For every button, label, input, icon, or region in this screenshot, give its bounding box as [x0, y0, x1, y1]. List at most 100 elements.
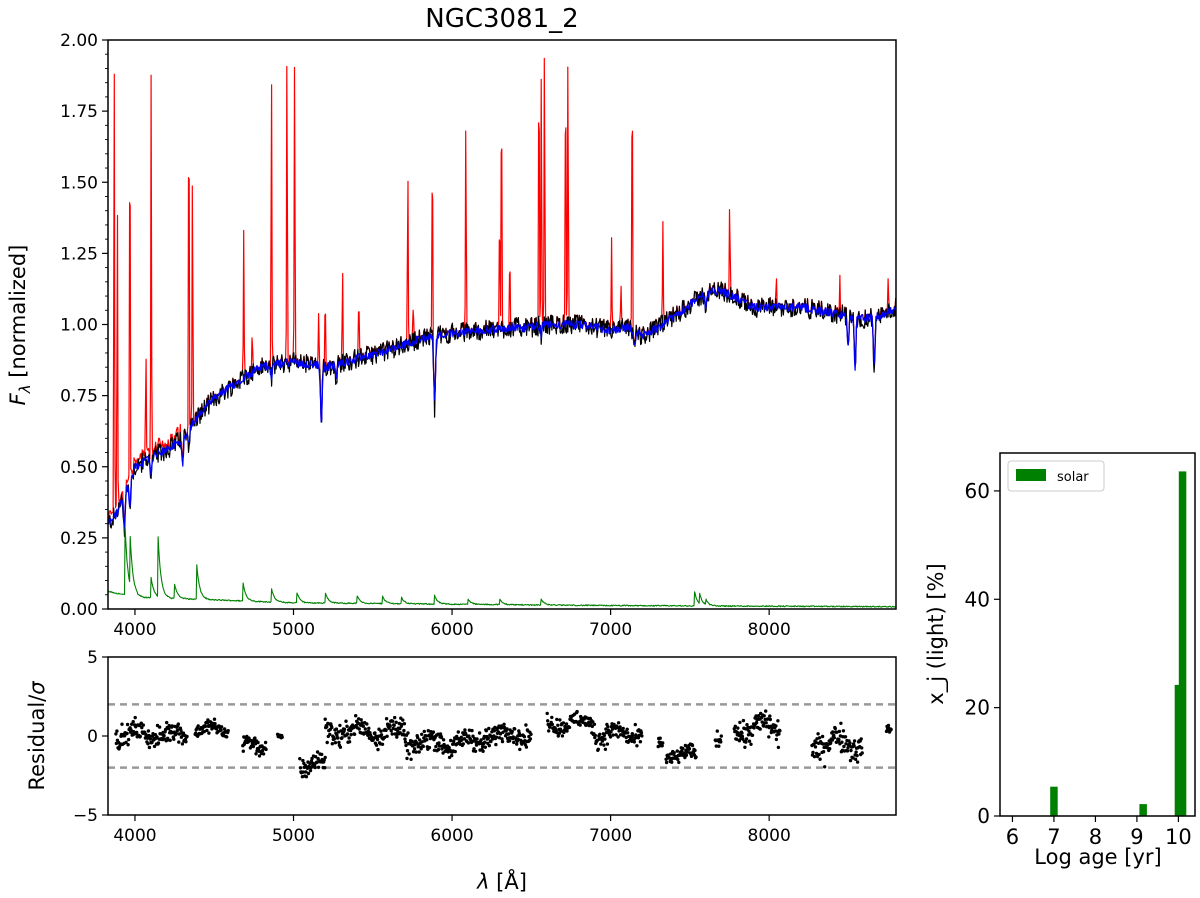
residual-point	[633, 722, 637, 727]
residual-point	[340, 736, 344, 740]
age-legend-box	[1007, 460, 1105, 492]
residual-point	[395, 735, 399, 739]
residual-point	[167, 727, 171, 731]
residual-point	[376, 747, 380, 752]
y-tick-label: 0	[87, 727, 98, 747]
residual-point	[487, 743, 491, 748]
residual-point	[409, 757, 413, 761]
residual-point	[241, 749, 245, 753]
residual-point	[590, 724, 594, 729]
residual-point	[174, 731, 178, 736]
residual-point	[354, 714, 358, 718]
x-tick-label: 6	[1006, 825, 1019, 849]
flux-unit: [normalized]	[6, 245, 30, 385]
residual-point	[596, 747, 600, 751]
residual-point	[750, 733, 755, 737]
residual-point	[133, 715, 137, 720]
residual-point	[852, 739, 857, 743]
residual-point	[833, 726, 837, 731]
residual-point	[170, 724, 174, 728]
residual-point	[494, 735, 499, 739]
residual-point	[762, 724, 766, 728]
residual-point	[592, 722, 597, 726]
x-tick-label: 7	[1047, 825, 1060, 849]
residual-point	[338, 723, 342, 728]
residual-point	[424, 734, 428, 738]
age-bars	[1050, 471, 1187, 816]
residual-point	[330, 725, 334, 730]
residual-point	[453, 749, 457, 754]
residual-point	[843, 735, 848, 739]
age-y-axis: 0 20 40 60	[965, 479, 1000, 828]
x-tick-label: 5000	[272, 826, 315, 846]
residual-point	[347, 740, 352, 744]
residual-point	[420, 732, 424, 736]
residual-point	[505, 727, 509, 731]
residual-point	[560, 734, 565, 738]
residual-point	[812, 754, 817, 759]
age-bar	[1139, 804, 1147, 816]
residual-point	[135, 730, 139, 735]
residual-point	[184, 740, 188, 744]
residual-point	[432, 748, 437, 752]
residual-y-axis: −5 0 5	[73, 648, 108, 826]
residual-point	[487, 726, 491, 731]
residual-point	[606, 725, 610, 729]
residual-point	[253, 742, 258, 746]
residual-points	[108, 703, 896, 779]
residual-point	[252, 739, 256, 743]
residual-point	[177, 732, 181, 736]
residual-point	[556, 734, 560, 738]
residual-point	[280, 735, 284, 739]
residual-point	[146, 729, 151, 733]
residual-point	[205, 728, 209, 733]
residual-point	[639, 731, 644, 735]
residual-point	[261, 752, 266, 756]
residual-point	[609, 730, 613, 734]
residual-x-axis: 4000 5000 6000 7000 8000	[113, 815, 791, 846]
residual-point	[776, 745, 781, 750]
residual-point	[338, 745, 343, 749]
residual-point	[744, 737, 749, 741]
residual-point	[669, 752, 673, 756]
residual-point	[205, 721, 210, 725]
residual-point	[855, 760, 860, 764]
x-tick-label: 8	[1089, 825, 1102, 849]
residual-point	[768, 717, 772, 722]
residual-point	[747, 739, 752, 743]
residual-point	[129, 728, 133, 732]
residual-point	[437, 744, 442, 748]
residual-point	[778, 729, 782, 733]
residual-point	[481, 749, 485, 753]
residual-point	[337, 740, 341, 745]
residual-point	[463, 728, 467, 732]
residual-point	[141, 723, 145, 727]
residual-point	[298, 757, 302, 761]
residual-point	[502, 725, 507, 730]
residual-point	[599, 742, 603, 746]
residual-point	[567, 725, 572, 730]
residual-point	[147, 745, 152, 750]
residual-point	[502, 722, 506, 726]
residual-point	[604, 727, 608, 731]
residual-point	[600, 739, 605, 743]
residual-point	[480, 745, 485, 749]
residual-point	[226, 729, 230, 733]
residual-point	[253, 736, 257, 740]
residual-point	[524, 723, 528, 727]
y-tick-label: 40	[965, 587, 990, 611]
residual-point	[507, 739, 512, 743]
residual-point	[603, 737, 607, 741]
residual-point	[394, 720, 398, 724]
residual-point	[219, 728, 223, 732]
residual-point	[658, 736, 662, 740]
residual-point	[524, 745, 529, 749]
residual-point	[126, 737, 131, 742]
y-tick-label: 1.00	[60, 316, 98, 336]
residual-point	[250, 742, 255, 746]
residual-point	[328, 732, 332, 737]
residual-point	[811, 750, 815, 755]
residual-point	[550, 722, 554, 727]
residual-point	[889, 727, 893, 732]
residual-point	[213, 722, 217, 726]
